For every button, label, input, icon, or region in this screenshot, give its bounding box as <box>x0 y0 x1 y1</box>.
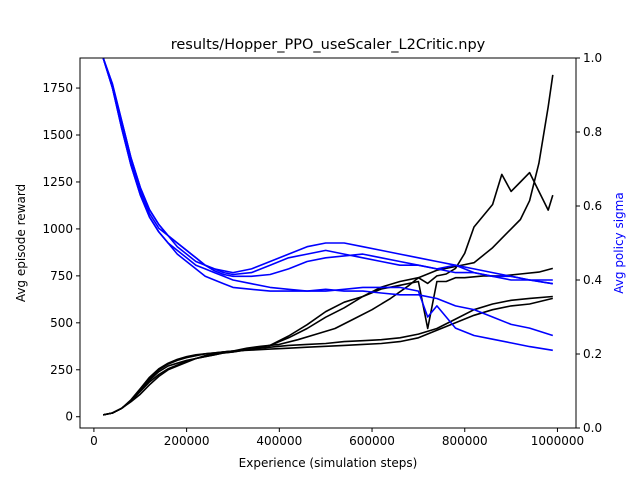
sigma-line-5 <box>102 58 553 285</box>
y-tick-label-right: 0.2 <box>583 347 602 361</box>
y-tick-label-right: 0.6 <box>583 199 602 213</box>
reward-line-3 <box>103 267 554 416</box>
x-tick-label: 0 <box>90 434 98 448</box>
y-axis-right-label: Avg policy sigma <box>612 192 626 293</box>
y-tick-label-left: 500 <box>50 316 73 330</box>
reward-line-1 <box>103 74 554 416</box>
plot-frame <box>79 57 577 429</box>
y-tick-label-left: 1750 <box>42 81 73 95</box>
sigma-line-4 <box>102 58 553 352</box>
y-axis-left-label: Avg episode reward <box>14 184 28 302</box>
sigma-line-2 <box>102 58 553 281</box>
x-tick-label: 600000 <box>349 434 395 448</box>
y-tick-label-left: 1250 <box>42 175 73 189</box>
x-axis-label: Experience (simulation steps) <box>239 456 418 470</box>
x-tick-label: 400000 <box>256 434 302 448</box>
x-axis: 0 200000 400000 600000 800000 1000000 <box>90 428 584 448</box>
y-tick-label-left: 1500 <box>42 128 73 142</box>
y-tick-label-left: 250 <box>50 363 73 377</box>
y-tick-label-left: 1000 <box>42 222 73 236</box>
y-axis-right: 0.0 0.2 0.4 0.6 0.8 1.0 <box>576 51 602 435</box>
x-tick-label: 200000 <box>164 434 210 448</box>
reward-line-4 <box>103 295 553 416</box>
reward-line-2 <box>103 171 554 416</box>
y-axis-left: 0 250 500 750 1000 1250 1500 1750 <box>42 81 80 424</box>
y-tick-label-right: 0.4 <box>583 273 602 287</box>
chart-title: results/Hopper_PPO_useScaler_L2Critic.np… <box>171 37 486 53</box>
x-tick-label: 800000 <box>442 434 488 448</box>
y-tick-label-left: 0 <box>65 410 73 424</box>
y-tick-label-right: 1.0 <box>583 51 602 65</box>
y-tick-label-right: 0.0 <box>583 421 602 435</box>
y-tick-label-left: 750 <box>50 269 73 283</box>
y-tick-label-right: 0.8 <box>583 125 602 139</box>
plot-area <box>102 58 554 416</box>
x-tick-label: 1000000 <box>531 434 584 448</box>
